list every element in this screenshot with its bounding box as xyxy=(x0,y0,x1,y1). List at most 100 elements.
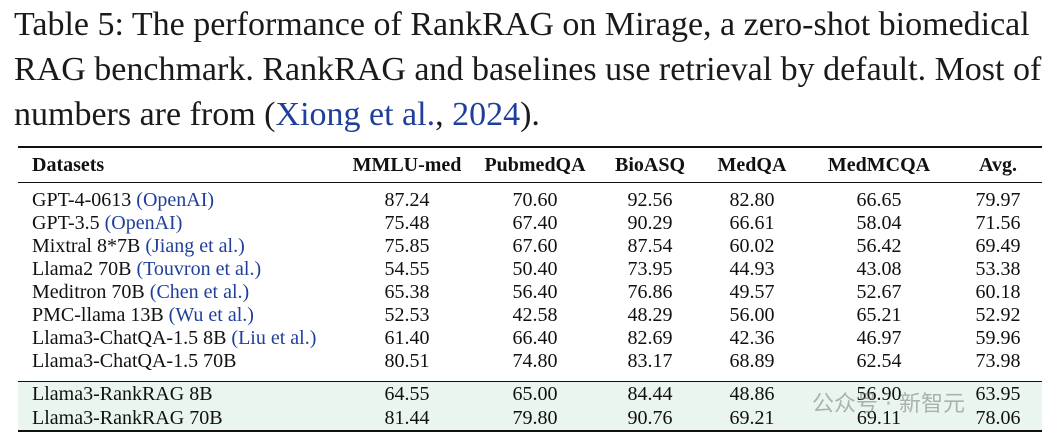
value-medqa: 60.02 xyxy=(729,235,775,257)
caption-text: Table 5: The performance of RankRAG on M… xyxy=(14,6,1042,133)
value-medqa: 82.80 xyxy=(729,189,775,211)
value-medmcqa: 62.54 xyxy=(856,350,902,372)
value-avg: 79.97 xyxy=(975,189,1021,211)
table-row: GPT-4-0613 (OpenAI) 87.24 70.60 92.56 82.80 6… xyxy=(18,189,1042,212)
value-avg: 60.18 xyxy=(975,281,1021,303)
table-row: Llama2 70B (Touvron et al.) 54.55 50.40 73.… xyxy=(18,258,1042,281)
value-bioasq: 83.17 xyxy=(627,350,673,372)
column-header-avg: Avg. xyxy=(979,153,1017,176)
model-name: Mixtral 8*7B xyxy=(32,235,146,257)
model-name-cell: Llama3-RankRAG 70B xyxy=(18,406,344,432)
value-avg: 73.98 xyxy=(975,350,1021,372)
value-avg: 52.92 xyxy=(975,304,1021,326)
value-mmlu-med: 87.24 xyxy=(384,189,430,211)
model-name: Llama3-ChatQA-1.5 70B xyxy=(32,350,237,372)
value-mmlu-med: 75.85 xyxy=(384,235,430,257)
model-name: PMC-llama 13B xyxy=(32,304,169,326)
value-pubmedqa: 66.40 xyxy=(512,327,558,349)
value-medmcqa: 52.67 xyxy=(856,281,902,303)
value-medmcqa: 65.21 xyxy=(856,304,902,326)
model-name-cell: GPT-3.5 (OpenAI) xyxy=(18,212,344,235)
value-medmcqa: 56.42 xyxy=(856,235,902,257)
model-citation-link[interactable]: (OpenAI) xyxy=(136,189,215,211)
value-medmcqa: 69.11 xyxy=(804,406,954,432)
value-bioasq: 82.69 xyxy=(627,327,673,349)
value-bioasq: 84.44 xyxy=(627,382,673,405)
value-pubmedqa: 67.40 xyxy=(512,212,558,234)
value-mmlu-med: 54.55 xyxy=(384,258,430,280)
value-medqa: 69.21 xyxy=(700,406,804,432)
table-caption: Table 5: The performance of RankRAG on M… xyxy=(14,2,1050,137)
value-pubmedqa: 74.80 xyxy=(512,350,558,372)
value-mmlu-med: 64.55 xyxy=(384,382,430,405)
value-avg: 78.06 xyxy=(954,406,1042,432)
model-name-cell: Mixtral 8*7B (Jiang et al.) xyxy=(18,235,344,258)
header-row: Datasets MMLU-med PubmedQA BioASQ MedQA … xyxy=(18,147,1042,183)
model-citation-link[interactable]: (Chen et al.) xyxy=(149,281,250,303)
model-name-cell: Meditron 70B (Chen et al.) xyxy=(18,281,344,304)
table-row: Llama3-ChatQA-1.5 8B (Liu et al.) 61.40 66… xyxy=(18,327,1042,350)
value-avg: 63.95 xyxy=(975,382,1021,405)
value-bioasq: 48.29 xyxy=(627,304,673,326)
table-row: Meditron 70B (Chen et al.) 65.38 56.40 76.8… xyxy=(18,281,1042,304)
value-mmlu-med: 65.38 xyxy=(384,281,430,303)
value-bioasq: 73.95 xyxy=(627,258,673,280)
citation-year-link[interactable]: 2024 xyxy=(452,96,521,133)
model-citation-link[interactable]: (Touvron et al.) xyxy=(136,258,262,280)
citation-separator: , xyxy=(435,96,453,133)
model-name: Llama3-RankRAG 8B xyxy=(32,382,213,405)
value-avg: 71.56 xyxy=(975,212,1021,234)
value-pubmedqa: 50.40 xyxy=(512,258,558,280)
value-medmcqa: 58.04 xyxy=(856,212,902,234)
value-mmlu-med: 61.40 xyxy=(384,327,430,349)
citation-author-link[interactable]: Xiong et al. xyxy=(275,96,436,133)
column-header-pubmedqa: PubmedQA xyxy=(484,153,586,176)
results-table: Datasets MMLU-med PubmedQA BioASQ MedQA … xyxy=(18,146,1042,432)
model-citation-link[interactable]: (Liu et al.) xyxy=(231,327,317,349)
model-name-cell: Llama3-RankRAG 8B xyxy=(18,382,344,407)
table-row: Llama3-ChatQA-1.5 70B 80.51 74.80 83.17 68.8… xyxy=(18,350,1042,373)
value-avg: 69.49 xyxy=(975,235,1021,257)
column-header-medmcqa: MedMCQA xyxy=(827,153,931,176)
value-medqa: 68.89 xyxy=(729,350,775,372)
value-pubmedqa: 67.60 xyxy=(512,235,558,257)
table-row: PMC-llama 13B (Wu et al.) 52.53 42.58 48.29… xyxy=(18,304,1042,327)
value-bioasq: 87.54 xyxy=(627,235,673,257)
value-pubmedqa: 56.40 xyxy=(512,281,558,303)
value-medmcqa: 56.90 xyxy=(856,382,902,405)
value-medqa: 49.57 xyxy=(729,281,775,303)
value-pubmedqa: 65.00 xyxy=(512,382,558,405)
table-row: Mixtral 8*7B (Jiang et al.) 75.85 67.60 87.… xyxy=(18,235,1042,258)
value-pubmedqa: 70.60 xyxy=(512,189,558,211)
column-header-mmlu-med: MMLU-med xyxy=(352,153,462,176)
value-mmlu-med: 81.44 xyxy=(344,406,470,432)
value-bioasq: 92.56 xyxy=(627,189,673,211)
model-citation-link[interactable]: (Jiang et al.) xyxy=(145,235,245,257)
model-name: Llama2 70B xyxy=(32,258,137,280)
value-avg: 59.96 xyxy=(975,327,1021,349)
value-medmcqa: 43.08 xyxy=(856,258,902,280)
model-citation-link[interactable]: (Wu et al.) xyxy=(168,304,254,326)
model-name-cell: GPT-4-0613 (OpenAI) xyxy=(18,189,344,212)
model-name: Llama3-RankRAG 70B xyxy=(32,406,223,429)
value-mmlu-med: 52.53 xyxy=(384,304,430,326)
model-name: GPT-3.5 xyxy=(32,212,105,234)
model-name: GPT-4-0613 xyxy=(32,189,137,211)
value-medqa: 66.61 xyxy=(729,212,775,234)
table-row: GPT-3.5 (OpenAI) 75.48 67.40 90.29 66.61 58.0… xyxy=(18,212,1042,235)
value-medmcqa: 46.97 xyxy=(856,327,902,349)
column-header-datasets: Datasets xyxy=(32,153,105,176)
value-mmlu-med: 75.48 xyxy=(384,212,430,234)
column-header-bioasq: BioASQ xyxy=(614,153,686,176)
value-medqa: 42.36 xyxy=(729,327,775,349)
value-medmcqa: 66.65 xyxy=(856,189,902,211)
value-bioasq: 90.29 xyxy=(627,212,673,234)
value-pubmedqa: 42.58 xyxy=(512,304,558,326)
value-pubmedqa: 79.80 xyxy=(470,406,600,432)
model-citation-link[interactable]: (OpenAI) xyxy=(104,212,183,234)
value-bioasq: 90.76 xyxy=(600,406,700,432)
value-bioasq: 76.86 xyxy=(627,281,673,303)
model-name: Llama3-ChatQA-1.5 8B xyxy=(32,327,232,349)
column-header-medqa: MedQA xyxy=(717,153,787,176)
model-name: Meditron 70B xyxy=(32,281,150,303)
